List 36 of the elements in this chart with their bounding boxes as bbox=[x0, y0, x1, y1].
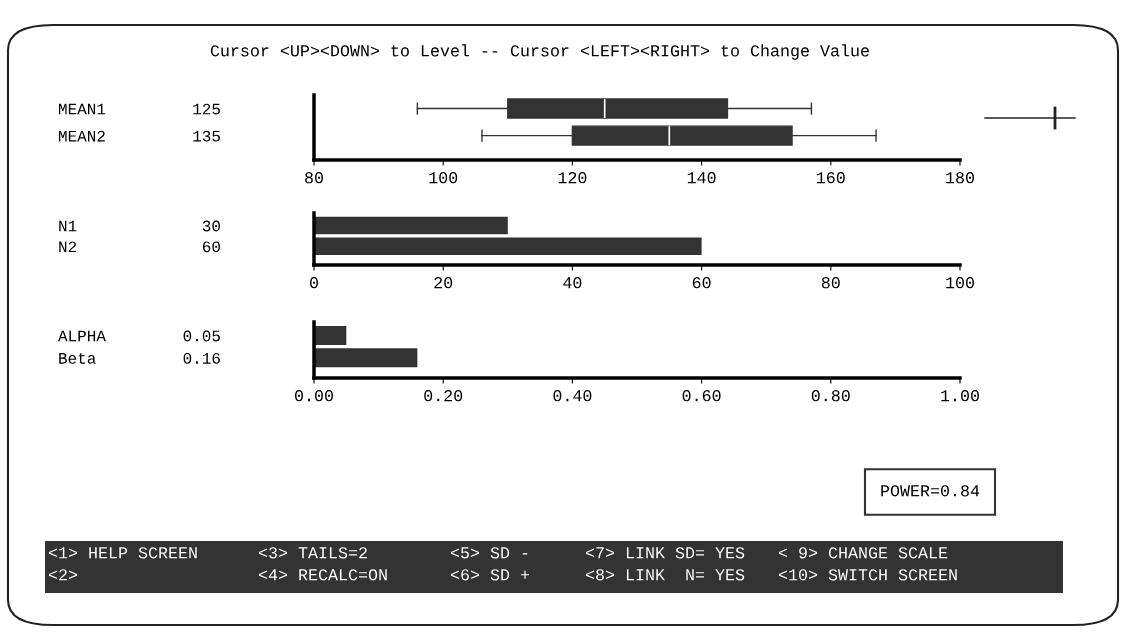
y-tick-label: N1 30 bbox=[59, 220, 220, 232]
text: POWER=0.84 bbox=[881, 485, 980, 497]
text: <3> TAILS=2 bbox=[258, 547, 367, 559]
x-tick-label: 0.60 bbox=[682, 390, 721, 402]
y-tick-label: N2 60 bbox=[59, 241, 220, 253]
y-tick-label: Beta 0.16 bbox=[59, 352, 220, 364]
x-tick-label: 0.40 bbox=[553, 390, 592, 402]
x-tick-label: 120 bbox=[558, 172, 587, 184]
x-tick-label: 100 bbox=[429, 172, 458, 184]
x-tick-label: 0.20 bbox=[424, 390, 463, 402]
x-tick-label: 20 bbox=[434, 277, 453, 289]
y-tick-label: MEAN1 125 bbox=[59, 103, 220, 115]
text: <8> LINK N= YES bbox=[585, 569, 745, 581]
x-tick-label: 0.00 bbox=[295, 390, 333, 402]
x-tick-label: 80 bbox=[305, 172, 323, 184]
text: <2> bbox=[48, 569, 78, 581]
text: <4> RECALC=ON bbox=[258, 569, 387, 581]
x-tick-label: 180 bbox=[946, 172, 974, 184]
x-tick-label: 0 bbox=[310, 277, 318, 289]
y-tick-label: ALPHA 0.05 bbox=[58, 330, 220, 342]
text: <5> SD - bbox=[450, 547, 528, 559]
text: <6> SD + bbox=[450, 569, 530, 581]
chart-title: Cursor <UP><DOWN> to Level -- Cursor <LEFT><RIGHT> to Change Value bbox=[210, 44, 869, 60]
text: <10> SWITCH SCREEN bbox=[778, 569, 957, 581]
x-tick-label: 40 bbox=[563, 277, 582, 289]
text: <1> HELP SCREEN bbox=[48, 547, 197, 559]
x-tick-label: 160 bbox=[817, 172, 845, 184]
x-tick-label: 140 bbox=[687, 172, 716, 184]
x-tick-label: 100 bbox=[946, 277, 974, 289]
x-tick-label: 1.00 bbox=[941, 390, 979, 402]
x-tick-label: 60 bbox=[692, 277, 711, 289]
text: <7> LINK SD= YES bbox=[585, 547, 745, 559]
text: < 9> CHANGE SCALE bbox=[778, 547, 948, 559]
x-tick-label: 80 bbox=[821, 277, 840, 289]
x-tick-label: 0.80 bbox=[811, 390, 850, 402]
y-tick-label: MEAN2 135 bbox=[59, 130, 220, 142]
